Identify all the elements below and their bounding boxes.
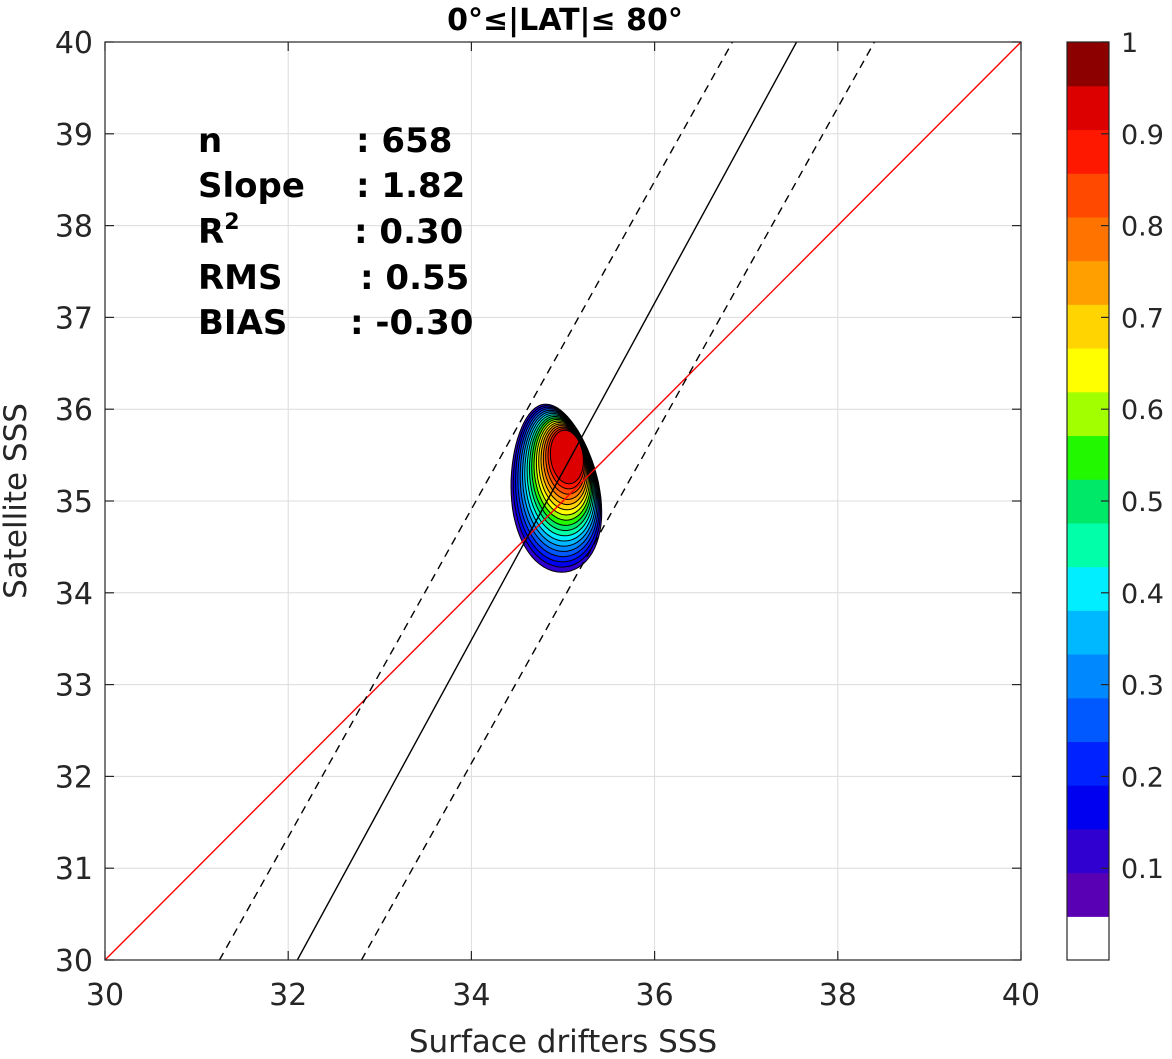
colorbar-segment bbox=[1067, 785, 1109, 830]
y-tick-label: 30 bbox=[55, 944, 93, 979]
colorbar-segment bbox=[1067, 391, 1109, 437]
stat-value: : 0.55 bbox=[360, 258, 469, 298]
stat-value: : 658 bbox=[356, 121, 452, 161]
colorbar-segment bbox=[1067, 916, 1109, 961]
y-tick-label: 37 bbox=[55, 301, 93, 336]
x-tick-label: 38 bbox=[819, 978, 857, 1013]
y-tick-label: 33 bbox=[55, 669, 93, 704]
line-upper-bound bbox=[218, 42, 734, 960]
contour-level bbox=[549, 429, 584, 485]
grid-lines bbox=[105, 42, 1021, 960]
stat-value: : 0.30 bbox=[354, 212, 463, 252]
chart-title: 0°≤|LAT|≤ 80° bbox=[447, 3, 683, 38]
colorbar-segment bbox=[1067, 216, 1109, 262]
colorbar-segment bbox=[1067, 304, 1109, 349]
x-tick-label: 30 bbox=[86, 978, 124, 1013]
x-axis-label: Surface drifters SSS bbox=[409, 1024, 717, 1055]
stat-label: R2 bbox=[198, 210, 240, 252]
colorbar-tick-label: 0.8 bbox=[1121, 212, 1164, 243]
stat-value: : 1.82 bbox=[356, 166, 465, 206]
y-tick-label: 31 bbox=[55, 852, 93, 887]
colorbar-segment bbox=[1067, 741, 1109, 786]
y-tick-label: 32 bbox=[55, 760, 93, 795]
colorbar-segment bbox=[1067, 610, 1109, 655]
colorbar-segment bbox=[1067, 42, 1109, 87]
x-tick-label: 34 bbox=[452, 978, 490, 1013]
colorbar-tick-label: 0.9 bbox=[1121, 120, 1164, 151]
colorbar-segment bbox=[1067, 872, 1109, 917]
y-tick-label: 36 bbox=[55, 393, 93, 428]
colorbar-tick-label: 0.4 bbox=[1121, 579, 1164, 610]
colorbar-segment bbox=[1067, 566, 1109, 611]
stat-label: BIAS bbox=[198, 303, 287, 343]
x-tick-label: 40 bbox=[1002, 978, 1040, 1013]
colorbar-tick-label: 0.1 bbox=[1121, 854, 1164, 885]
colorbar-segment bbox=[1067, 435, 1109, 480]
line-1-1-line bbox=[105, 42, 1021, 960]
y-tick-label: 34 bbox=[55, 577, 93, 612]
colorbar-tick-label: 0.2 bbox=[1121, 762, 1164, 793]
colorbar-segment bbox=[1067, 129, 1109, 174]
colorbar-segment bbox=[1067, 828, 1109, 874]
line-lower-bound bbox=[360, 42, 876, 960]
colorbar-segment bbox=[1067, 348, 1109, 393]
x-tick-label: 36 bbox=[636, 978, 674, 1013]
colorbar: 0.1 0.2 0.3 0.4 0.5 0.6 0.7 0.8 0.9 1 bbox=[1066, 28, 1164, 961]
colorbar-tick-label: 0.6 bbox=[1121, 395, 1164, 426]
y-axis-label: Satellite SSS bbox=[0, 403, 34, 599]
colorbar-segment bbox=[1067, 654, 1109, 699]
stats-box: n : 658 Slope : 1.82 R2 : 0.30 RMS : 0.55 BIAS : … bbox=[198, 121, 473, 343]
colorbar-segment bbox=[1067, 85, 1109, 131]
colorbar-tick-label: 0.5 bbox=[1121, 487, 1164, 518]
y-tick-label: 39 bbox=[55, 118, 93, 153]
stat-label: Slope bbox=[198, 166, 305, 206]
colorbar-tick-label: 1 bbox=[1121, 28, 1138, 59]
density-contours bbox=[510, 403, 603, 573]
stat-label: n bbox=[198, 121, 222, 161]
x-tick-label: 32 bbox=[269, 978, 307, 1013]
colorbar-segment bbox=[1067, 697, 1109, 743]
colorbar-segment bbox=[1067, 260, 1109, 305]
reference-lines bbox=[105, 42, 1021, 960]
line-regression-fit bbox=[296, 42, 798, 960]
stat-value: : -0.30 bbox=[350, 303, 473, 343]
y-tick-label: 35 bbox=[55, 485, 93, 520]
colorbar-tick-label: 0.3 bbox=[1121, 671, 1164, 702]
y-tick-label: 38 bbox=[55, 210, 93, 245]
axis-ticks: 30 32 34 36 38 40 30 31 32 33 34 35 36 37 38 39 40 bbox=[55, 26, 1040, 1013]
stat-label: RMS bbox=[198, 258, 283, 298]
colorbar-segment bbox=[1067, 173, 1109, 218]
colorbar-segment bbox=[1067, 522, 1109, 568]
y-tick-label: 40 bbox=[55, 26, 93, 61]
colorbar-tick-label: 0.7 bbox=[1121, 303, 1164, 334]
